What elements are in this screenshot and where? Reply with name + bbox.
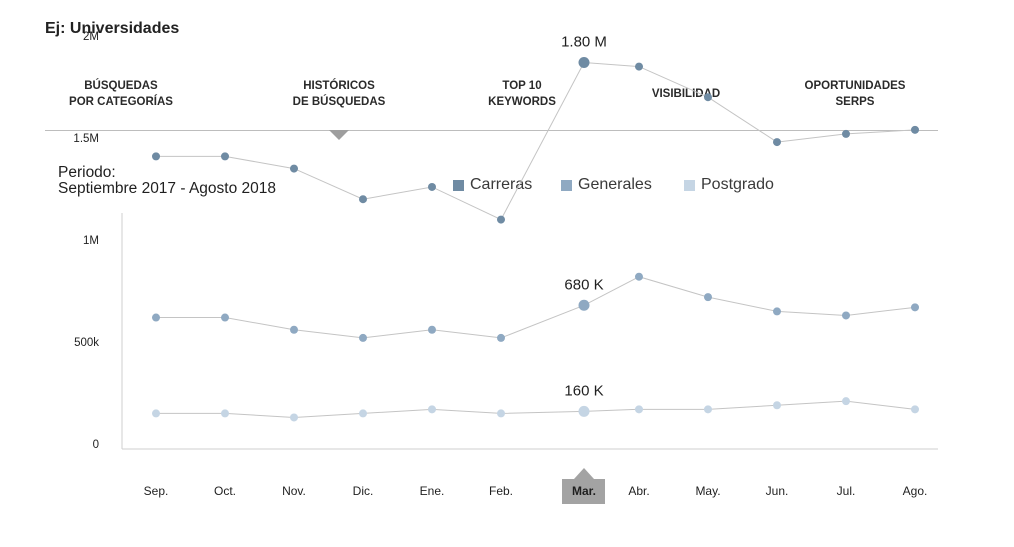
tab-top-10-keywords[interactable]: TOP 10 KEYWORDS	[488, 78, 556, 110]
data-point[interactable]	[635, 405, 643, 414]
data-point[interactable]	[359, 333, 367, 342]
y-tick-label: 500k	[74, 337, 99, 349]
period-label: Periodo:	[58, 164, 116, 181]
x-tick-label[interactable]: Sep.	[144, 484, 169, 498]
data-point[interactable]	[578, 405, 590, 417]
data-label: 160 K	[564, 382, 603, 399]
series-line	[156, 61, 916, 221]
tab-label-line1: HISTÓRICOS	[303, 80, 375, 92]
data-point[interactable]	[911, 303, 919, 312]
x-tick-label[interactable]: Oct.	[214, 484, 236, 498]
data-point[interactable]	[773, 307, 781, 316]
legend-swatch-postgrado	[684, 179, 695, 191]
y-tick-label: 1.5M	[73, 133, 99, 145]
period-value: Septiembre 2017 - Agosto 2018	[58, 180, 277, 197]
tab-label-line1: VISIBILIDAD	[651, 88, 721, 100]
page-title: Ej: Universidades	[45, 20, 180, 37]
legend-item-postgrado[interactable]: Postgrado	[684, 176, 774, 194]
data-point[interactable]	[221, 409, 229, 418]
period-block: Periodo: Septiembre 2017 - Agosto 2018	[58, 165, 276, 197]
chart-legend: Carreras Generales Postgrado	[0, 176, 1014, 196]
tab-oportunidades-serps[interactable]: OPORTUNIDADES SERPS	[805, 78, 906, 110]
data-label: 1.80 M	[561, 34, 607, 51]
active-tab-pointer-icon	[329, 130, 349, 140]
legend-swatch-carreras	[453, 179, 464, 191]
data-point[interactable]	[773, 138, 781, 147]
data-point[interactable]	[290, 413, 298, 422]
selected-month-pointer-icon	[574, 468, 594, 479]
tab-visibilidad[interactable]: VISIBILIDAD	[652, 86, 720, 102]
x-tick-label[interactable]: Ago.	[903, 484, 928, 498]
data-point[interactable]	[497, 333, 505, 342]
tab-label-line1: OPORTUNIDADES	[804, 80, 906, 92]
x-tick-label[interactable]: Abr.	[628, 484, 649, 498]
data-point[interactable]	[773, 401, 781, 410]
tab-label-line1: TOP 10	[502, 80, 542, 92]
data-point[interactable]	[842, 129, 850, 138]
series-line	[156, 276, 916, 339]
data-point[interactable]	[221, 152, 229, 161]
data-point[interactable]	[359, 409, 367, 418]
data-point[interactable]	[842, 397, 850, 406]
y-tick-label: 0	[93, 439, 99, 451]
legend-item-carreras[interactable]: Carreras	[453, 176, 532, 194]
tab-busquedas-por-categorias[interactable]: BÚSQUEDAS POR CATEGORÍAS	[69, 78, 173, 110]
tab-label-line1: BÚSQUEDAS	[84, 80, 158, 92]
x-tick-label[interactable]: Dic.	[353, 484, 374, 498]
data-point[interactable]	[635, 62, 643, 71]
legend-swatch-generales	[561, 179, 572, 191]
x-tick-label[interactable]: Feb.	[489, 484, 513, 498]
data-point[interactable]	[152, 152, 160, 161]
data-point[interactable]	[152, 313, 160, 322]
tab-label-line2: DE BÚSQUEDAS	[292, 96, 386, 108]
data-point[interactable]	[428, 325, 436, 334]
tab-label-line2: SERPS	[835, 96, 875, 108]
data-point[interactable]	[911, 405, 919, 414]
legend-item-generales[interactable]: Generales	[561, 176, 652, 194]
series-line	[156, 400, 916, 418]
x-tick-label[interactable]: Jun.	[766, 484, 789, 498]
tab-label-line2: KEYWORDS	[488, 96, 556, 108]
data-point[interactable]	[152, 409, 160, 418]
x-tick-label[interactable]: Ene.	[420, 484, 445, 498]
data-point[interactable]	[428, 182, 436, 191]
legend-label-carreras: Carreras	[470, 176, 533, 193]
data-point[interactable]	[704, 93, 712, 102]
legend-label-generales: Generales	[578, 176, 652, 193]
tab-bar: BÚSQUEDAS POR CATEGORÍAS HISTÓRICOS DE B…	[45, 66, 938, 140]
tab-label-line2: POR CATEGORÍAS	[69, 96, 173, 108]
data-point[interactable]	[911, 125, 919, 134]
selected-month-highlight[interactable]	[562, 479, 605, 504]
data-label: 680 K	[564, 276, 603, 293]
data-point[interactable]	[704, 293, 712, 302]
data-point[interactable]	[497, 215, 505, 224]
data-point[interactable]	[497, 409, 505, 418]
data-point[interactable]	[359, 195, 367, 204]
y-tick-label: 2M	[83, 31, 99, 43]
data-point[interactable]	[842, 311, 850, 320]
x-tick-label[interactable]: Mar.	[572, 484, 596, 498]
data-point[interactable]	[290, 325, 298, 334]
x-tick-label[interactable]: Jul.	[837, 484, 856, 498]
data-point[interactable]	[578, 299, 590, 311]
data-point[interactable]	[428, 405, 436, 414]
tab-historicos-de-busquedas[interactable]: HISTÓRICOS DE BÚSQUEDAS	[293, 78, 386, 110]
data-point[interactable]	[221, 313, 229, 322]
legend-label-postgrado: Postgrado	[701, 176, 774, 193]
data-point[interactable]	[578, 57, 590, 69]
y-tick-label: 1M	[83, 235, 99, 247]
data-point[interactable]	[635, 272, 643, 281]
data-point[interactable]	[704, 405, 712, 414]
x-tick-label[interactable]: Nov.	[282, 484, 306, 498]
data-point[interactable]	[290, 164, 298, 173]
x-tick-label[interactable]: May.	[695, 484, 720, 498]
